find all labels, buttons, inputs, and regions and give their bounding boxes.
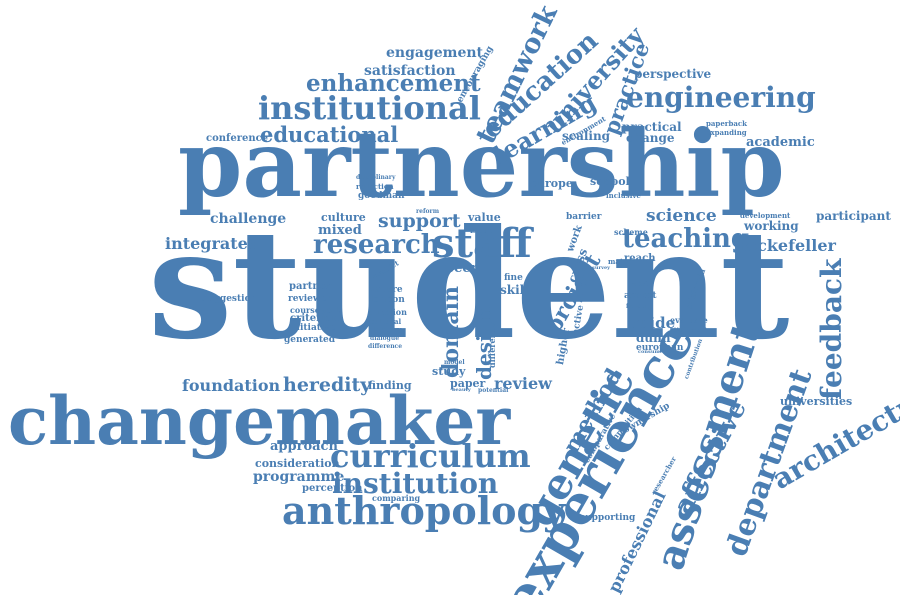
word: institutional — [258, 89, 481, 127]
word: scheme — [614, 227, 648, 237]
word: nature — [369, 285, 403, 295]
word: anthropology — [282, 488, 566, 533]
word: satisfaction — [364, 63, 456, 79]
word: model — [444, 359, 465, 366]
word: school — [590, 175, 630, 188]
word: partner — [289, 281, 332, 292]
word: reform — [416, 208, 440, 215]
word: attainment — [670, 327, 708, 334]
word: barrier — [566, 212, 602, 222]
word: dialogue — [370, 335, 400, 342]
word: staff — [432, 220, 532, 267]
word: engagement — [386, 45, 484, 61]
word: scaling — [562, 129, 611, 143]
word: major — [608, 257, 631, 266]
word: partnership — [178, 110, 785, 218]
word: european — [636, 343, 684, 353]
word: conference — [206, 133, 269, 144]
word: skill — [500, 283, 529, 297]
word: cultural — [370, 317, 402, 326]
word: enhancement — [306, 70, 481, 97]
word: supporting — [580, 513, 636, 523]
word: feedback — [815, 258, 848, 400]
word: coursework — [290, 305, 342, 315]
word: institution — [332, 467, 499, 500]
word: rockefeller — [738, 236, 836, 255]
word: aspect — [624, 291, 657, 301]
word: peer — [445, 261, 478, 276]
word: culture — [321, 211, 366, 224]
word: consumer — [638, 349, 666, 355]
word: research — [313, 230, 440, 260]
word: funding — [626, 303, 653, 310]
word: history — [374, 325, 402, 334]
word: europe — [530, 177, 573, 190]
word: working — [744, 219, 799, 233]
word: heredity — [283, 374, 372, 396]
word: guide — [628, 314, 676, 332]
word: different — [487, 328, 497, 368]
word: study — [432, 365, 466, 378]
word: question — [368, 307, 407, 317]
word: value — [468, 211, 501, 224]
word: difference — [368, 343, 403, 350]
word: dunn — [636, 331, 671, 345]
word: universities — [780, 395, 853, 408]
word: engineering — [626, 81, 816, 114]
word: support — [378, 210, 461, 232]
word: expanding — [706, 128, 747, 137]
word: disciplinary — [356, 174, 396, 181]
word: criterion — [290, 313, 340, 324]
word: science — [646, 206, 717, 226]
word: programme — [253, 469, 345, 485]
word: approach — [270, 439, 338, 454]
word: consideration — [255, 457, 340, 470]
word: comparing — [372, 493, 421, 503]
word: participant — [816, 209, 891, 223]
word: issue — [470, 225, 493, 235]
word: rubric — [630, 281, 651, 288]
word: finding — [368, 379, 412, 392]
word: student — [148, 197, 790, 373]
word: changemaker — [8, 382, 511, 460]
word: reach — [624, 253, 656, 264]
word: survey — [592, 265, 611, 271]
word: reviewer — [288, 294, 332, 304]
word: mixed — [318, 223, 362, 238]
word: academic — [746, 135, 815, 150]
word: challenge — [210, 211, 287, 227]
word: practical — [622, 120, 682, 134]
word: educational — [260, 122, 399, 147]
word: evaluate — [670, 315, 708, 325]
word: review — [494, 374, 552, 393]
word: london — [370, 295, 405, 305]
word: perspective — [634, 67, 712, 81]
word: foundation — [182, 376, 281, 395]
word: curriculum — [330, 437, 531, 475]
word: inclusive — [606, 191, 641, 200]
word: reflection — [356, 182, 394, 191]
word: goodman — [358, 191, 405, 201]
word: beauty — [452, 387, 471, 393]
word: integrated — [165, 234, 260, 253]
word: potential — [478, 387, 509, 394]
word: initiative — [290, 323, 336, 333]
word: paper — [450, 377, 486, 390]
word: development — [740, 211, 791, 220]
word: paperback — [706, 119, 748, 128]
word: generated — [284, 335, 336, 345]
word: change — [626, 131, 675, 145]
word: perception — [302, 483, 363, 494]
word: teaching — [622, 224, 750, 254]
word: suggestion — [202, 294, 258, 304]
word: fine — [504, 273, 523, 283]
